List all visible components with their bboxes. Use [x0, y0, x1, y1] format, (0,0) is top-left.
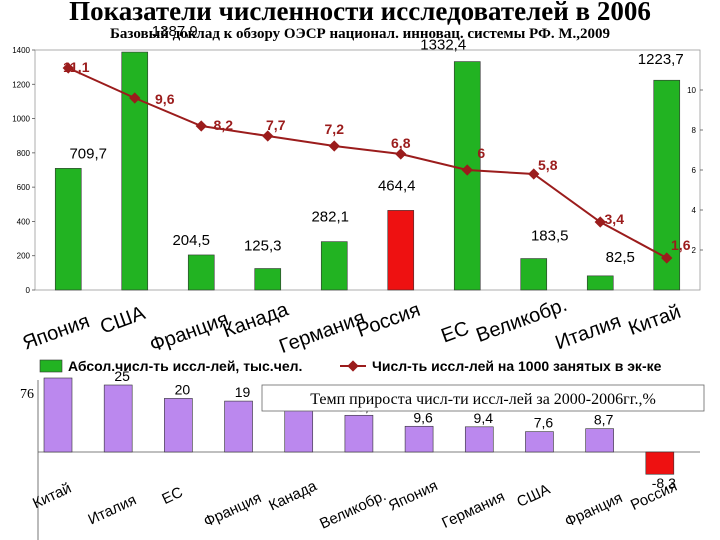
line-value-label: 11,1 [63, 59, 90, 75]
category-label: Китай [626, 301, 684, 340]
line-value-label: 7,2 [325, 121, 345, 137]
bar [586, 275, 614, 291]
category-label: Япония [20, 310, 93, 354]
growth-category-label: Германия [439, 488, 507, 532]
right-tick-label: 6 [692, 166, 697, 175]
bar-value-label: 282,1 [311, 209, 349, 226]
growth-title: Темп прироста числ-ти иссл-лей за 2000-2… [310, 391, 656, 408]
legend-line-label: Числ-ть иссл-лей на 1000 занятых в эк-ке [372, 358, 662, 374]
line-value-label: 6,8 [391, 135, 411, 151]
growth-bar [224, 400, 253, 453]
left-tick-label: 1200 [12, 80, 30, 89]
bar [254, 268, 282, 291]
line-value-label: 5,8 [538, 157, 558, 173]
growth-category-label: ЕС [159, 484, 185, 508]
right-tick-label: 4 [692, 206, 697, 215]
bar-value-label: 709,7 [69, 145, 107, 162]
bar-value-label: 1223,7 [638, 51, 684, 68]
growth-category-label: Канада [266, 477, 320, 514]
growth-category-label: Франция [562, 489, 625, 530]
bar-value-label: 125,3 [244, 238, 282, 255]
right-tick-label: 2 [692, 246, 697, 255]
line-value-label: 7,7 [266, 117, 286, 133]
left-tick-label: 200 [17, 252, 31, 261]
growth-bar [585, 428, 614, 453]
line-value-label: 9,6 [155, 91, 175, 107]
left-tick-label: 0 [26, 286, 31, 295]
growth-category-label: Китай [30, 480, 74, 513]
line-value-label: 8,2 [214, 117, 234, 133]
growth-bar [464, 426, 494, 453]
growth-value-label: 9,6 [413, 409, 433, 425]
bar-value-label: 464,4 [378, 177, 416, 194]
left-tick-label: 1000 [12, 115, 30, 124]
bar-value-label: 82,5 [606, 249, 635, 266]
line-point [461, 164, 473, 176]
line-series [67, 67, 668, 259]
line-point [262, 130, 274, 142]
growth-bar [43, 377, 73, 453]
line-value-label: 1,6 [671, 237, 691, 253]
bar-value-label: 204,5 [172, 232, 210, 249]
left-tick-label: 600 [17, 183, 31, 192]
category-label: США [97, 302, 148, 339]
legend-bar-label: Абсол.числ-ть иссл-лей, тыс.чел. [68, 358, 302, 374]
page-title: Показатели численности исследователей в … [69, 0, 651, 26]
left-tick-label: 1400 [12, 46, 30, 55]
category-label: Россия [354, 299, 423, 342]
page-subtitle: Базовый доклад к обзору ОЭСР национал. и… [109, 26, 610, 42]
growth-value-label: 20 [175, 381, 191, 397]
category-label: Германия [276, 307, 368, 358]
growth-bar [645, 451, 675, 475]
left-tick-label: 400 [17, 217, 31, 226]
category-label: Франция [147, 308, 232, 357]
growth-bar [525, 431, 554, 453]
category-label: ЕС [438, 317, 472, 347]
bar [453, 61, 481, 291]
growth-bar [284, 408, 314, 453]
bar [520, 258, 548, 291]
bar [54, 168, 82, 291]
growth-category-label: Великобр. [317, 487, 389, 532]
bar-value-label: 183,5 [531, 228, 569, 245]
growth-value-label: 9,4 [474, 410, 494, 426]
growth-value-label: 25 [114, 368, 130, 384]
bar [387, 210, 415, 291]
growth-title-box [261, 384, 705, 412]
growth-category-label: Франция [201, 489, 264, 530]
growth-category-label: Япония [386, 477, 440, 514]
bar [187, 254, 215, 291]
growth-bar [404, 425, 434, 453]
growth-category-label: Италия [86, 491, 139, 528]
line-point [594, 216, 606, 228]
bar [320, 241, 348, 291]
line-point [528, 168, 540, 180]
line-point [395, 148, 407, 160]
growth-value-label: -8,3 [652, 475, 676, 491]
growth-bar [164, 398, 193, 453]
right-tick-label: 10 [687, 86, 696, 95]
line-value-label: 3,4 [605, 211, 625, 227]
growth-value-label: 7,6 [534, 415, 554, 431]
bottom-y-tick: 76 [20, 387, 34, 402]
growth-category-label: США [514, 481, 553, 511]
bar-value-label: 1332,4 [420, 37, 466, 54]
legend-bar-swatch [39, 359, 63, 373]
left-tick-label: 800 [17, 149, 31, 158]
growth-bar [103, 384, 133, 453]
line-point [328, 140, 340, 152]
bar [121, 51, 149, 291]
line-point [661, 252, 673, 264]
right-tick-label: 8 [692, 126, 697, 135]
legend-line-marker [347, 360, 359, 372]
growth-bar [344, 414, 374, 453]
growth-value-label: 19 [235, 384, 251, 400]
growth-value-label: 8,7 [594, 412, 614, 428]
bar-value-label: 1387,9 [152, 23, 198, 40]
line-value-label: 6 [477, 145, 485, 161]
